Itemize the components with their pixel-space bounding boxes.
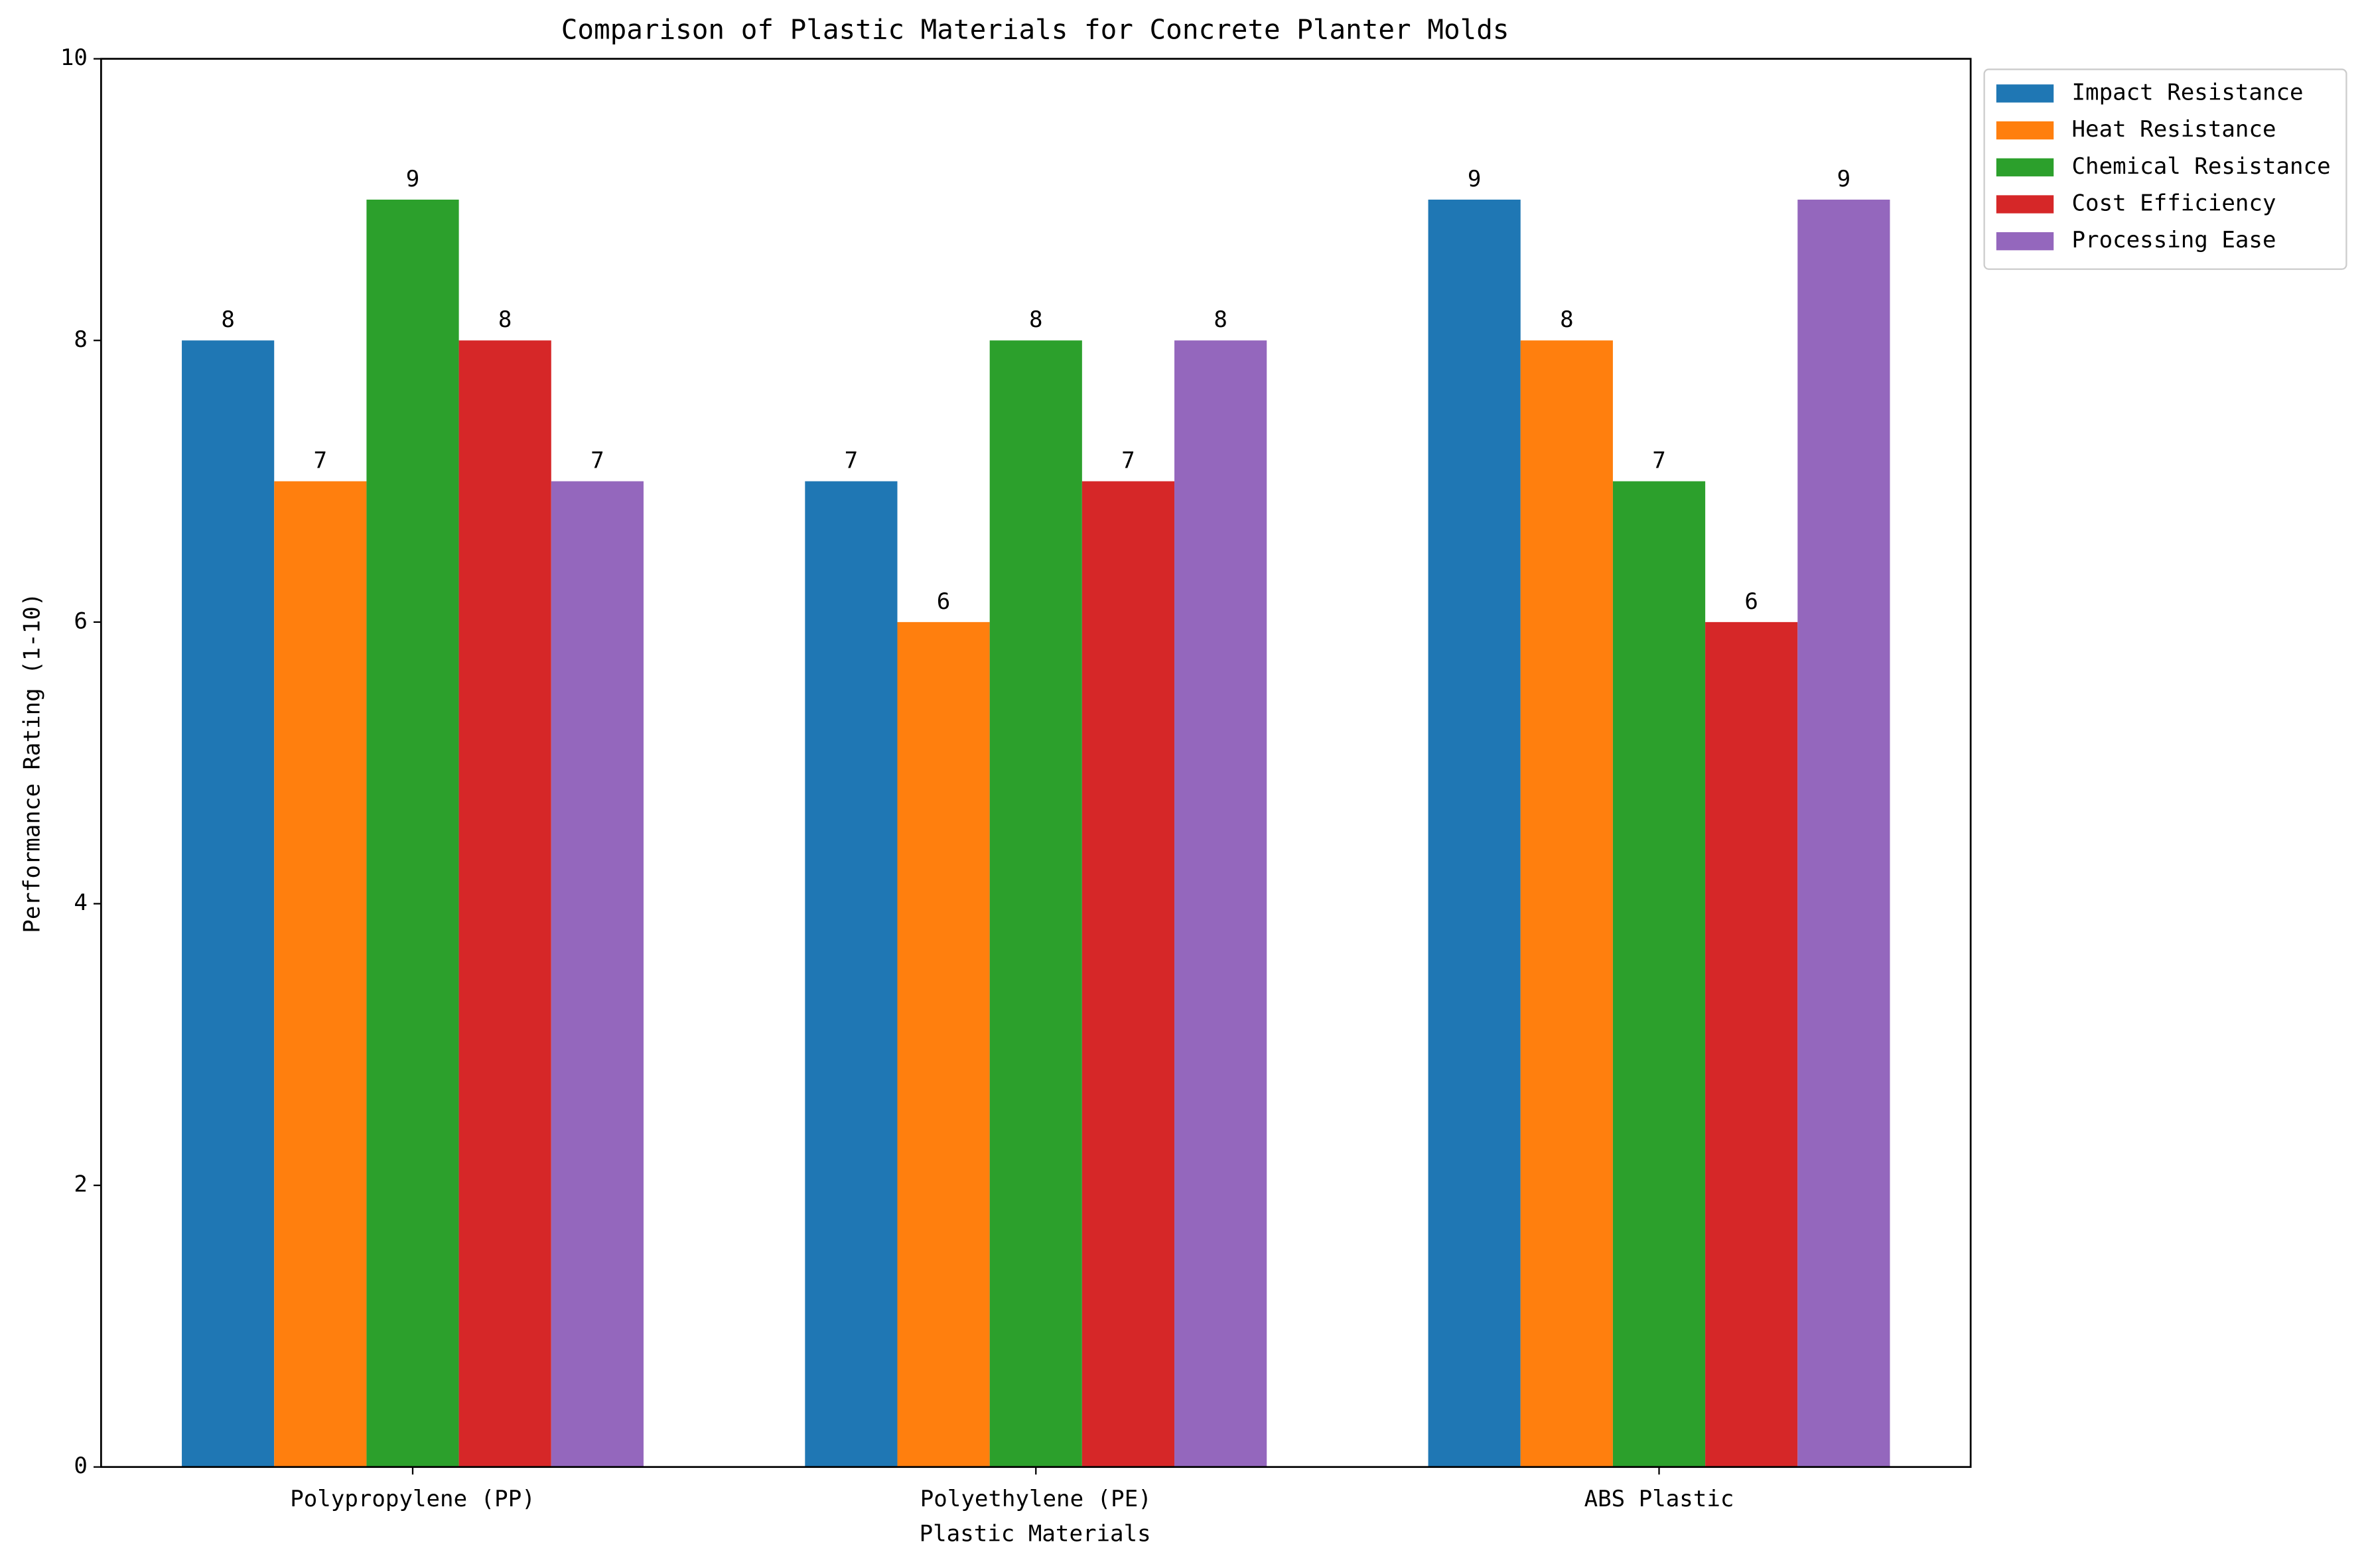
data-label: 7 [1121, 448, 1135, 474]
bar [551, 481, 644, 1467]
x-tick-label: Polypropylene (PP) [290, 1486, 535, 1512]
legend-label: Impact Resistance [2072, 79, 2304, 105]
bar [366, 199, 459, 1467]
data-label: 6 [937, 588, 951, 615]
data-label: 8 [221, 306, 235, 333]
legend-swatch [1996, 158, 2054, 176]
data-label: 8 [1029, 306, 1043, 333]
data-label: 7 [314, 448, 328, 474]
data-label: 9 [1837, 166, 1851, 192]
bar [1797, 199, 1890, 1467]
bar [1520, 340, 1613, 1467]
legend-label: Cost Efficiency [2072, 190, 2276, 217]
y-tick-label: 10 [60, 44, 88, 71]
data-label: 8 [1214, 306, 1227, 333]
legend-box [1983, 68, 2347, 270]
data-label: 7 [591, 448, 604, 474]
y-tick-label: 4 [74, 889, 88, 916]
bar [1428, 199, 1521, 1467]
data-label: 9 [406, 166, 420, 192]
bar [1081, 481, 1175, 1467]
legend-label: Processing Ease [2072, 227, 2276, 253]
legend-swatch [1996, 121, 2054, 140]
bar [1612, 481, 1706, 1467]
y-tick-label: 8 [74, 326, 88, 353]
bar [1705, 621, 1798, 1467]
data-label: 6 [1744, 588, 1758, 615]
x-tick-label: ABS Plastic [1584, 1486, 1734, 1512]
bar [274, 481, 367, 1467]
y-tick-label: 6 [74, 608, 88, 634]
bar [989, 340, 1082, 1467]
plot-frame [100, 58, 1972, 1469]
bar [1174, 340, 1267, 1467]
bar [458, 340, 551, 1467]
bar [805, 481, 898, 1467]
data-label: 8 [498, 306, 512, 333]
legend-label: Heat Resistance [2072, 116, 2276, 143]
y-axis-label: Performance Rating (1-10) [19, 593, 46, 933]
data-label: 7 [1652, 448, 1666, 474]
chart-title: Comparison of Plastic Materials for Conc… [561, 14, 1509, 46]
x-axis-label: Plastic Materials [920, 1520, 1151, 1547]
y-tick-label: 0 [74, 1453, 88, 1479]
legend-label: Chemical Resistance [2072, 153, 2331, 180]
data-label: 8 [1560, 306, 1574, 333]
bar [897, 621, 990, 1467]
legend-swatch [1996, 195, 2054, 214]
bar [182, 340, 275, 1467]
legend-swatch [1996, 232, 2054, 251]
data-label: 7 [845, 448, 859, 474]
legend-swatch [1996, 84, 2054, 103]
x-tick-label: Polyethylene (PE) [920, 1486, 1152, 1512]
y-tick-label: 2 [74, 1171, 88, 1198]
data-label: 9 [1468, 166, 1482, 192]
